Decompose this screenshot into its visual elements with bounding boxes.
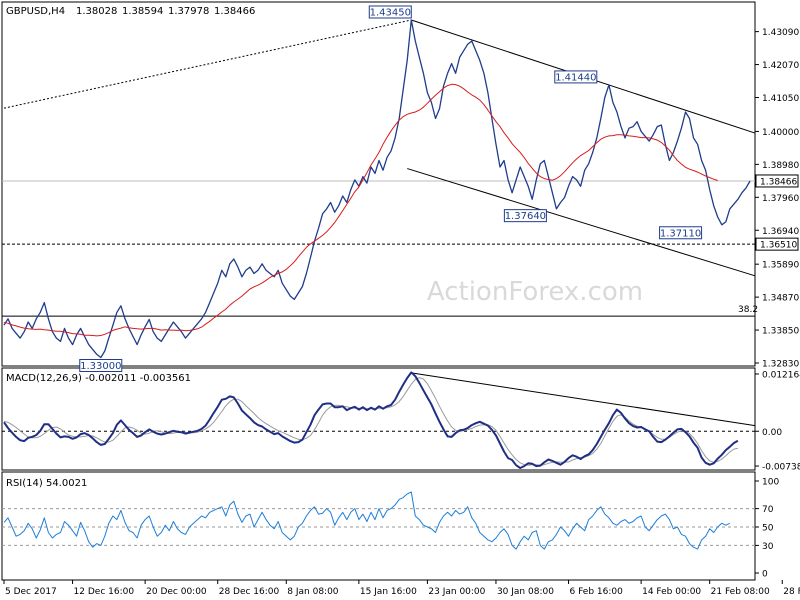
macd-panel	[1, 367, 756, 471]
ohlc-high: 1.38594	[122, 6, 163, 17]
rsi-panel-title: RSI(14) 54.0021	[6, 478, 87, 489]
x-axis-ticks: 5 Dec 2017 12 Dec 16:00 20 Dec 00:00 28 Dec…	[3, 580, 800, 597]
support-box	[755, 237, 799, 251]
fib-label: 38.2	[738, 305, 758, 315]
y-axis-ticks: 1.43090 1.42070 1.41050 1.40000 1.38980 1.379…	[755, 28, 800, 580]
series-lines	[3, 19, 751, 550]
y-tick-label: 1.41050	[762, 94, 799, 104]
price-callout: 1.37110	[659, 226, 703, 240]
price-callout-box	[659, 226, 703, 240]
y-tick-label: 0.00	[762, 428, 782, 438]
y-tick-label: 30	[762, 542, 774, 552]
macd-panel-title: MACD(12,26,9) -0.002011 -0.003561	[6, 373, 191, 384]
price-callout-box	[368, 5, 412, 19]
trend-lines	[3, 19, 756, 427]
moving-average-line	[3, 83, 718, 337]
y-tick-label: 1.38980	[762, 161, 799, 171]
y-tick-label: 1.36940	[762, 227, 799, 237]
y-tick-label: 1.34870	[762, 294, 799, 304]
price-callout-label: 1.41440	[555, 72, 596, 83]
x-tick-label: 6 Feb 16:00	[570, 587, 624, 597]
x-tick-label: 14 Feb 00:00	[642, 587, 701, 597]
price-callout-label: 1.33000	[80, 361, 121, 372]
price-callout: 1.37640	[503, 209, 547, 223]
y-tick-label: 1.35890	[762, 261, 799, 271]
rsi-panel	[1, 471, 756, 581]
x-tick-label: 15 Jan 16:00	[360, 587, 417, 597]
x-tick-label: 28 Feb 16:00	[783, 587, 800, 597]
channel-lower-line	[407, 168, 756, 277]
x-tick-label: 21 Feb 08:00	[711, 587, 770, 597]
y-tick-label: 0.012164	[762, 370, 800, 380]
price-callout: 1.43450	[368, 5, 412, 19]
y-tick-label: 1.37960	[762, 194, 799, 204]
price-callout-label: 1.37110	[660, 228, 701, 239]
price-callout-box	[79, 359, 123, 373]
ohlc-open: 1.38028	[76, 6, 117, 17]
x-tick-label: 30 Jan 08:00	[497, 587, 554, 597]
price-panel-title: GBPUSD,H4	[6, 6, 65, 17]
y-tick-label: 1.42070	[762, 61, 799, 71]
reference-lines	[2, 180, 755, 546]
price-callout-box	[554, 70, 598, 84]
y-tick-label: 0	[762, 570, 768, 580]
y-tick-label: 70	[762, 505, 774, 515]
price-line	[3, 19, 751, 359]
y-tick-label: -0.007384	[762, 463, 800, 473]
ohlc-close: 1.38466	[214, 6, 255, 17]
macd-line	[3, 371, 739, 469]
y-tick-label: 1.40000	[762, 128, 799, 138]
y-tick-label: 1.43090	[762, 28, 799, 38]
price-callout-label: 1.37640	[505, 211, 546, 222]
current-price-box	[755, 174, 799, 188]
price-callout-box	[503, 209, 547, 223]
long-term-trendline	[3, 19, 412, 109]
price-callout-label: 1.43450	[370, 8, 411, 19]
x-tick-label: 23 Jan 00:00	[428, 587, 485, 597]
price-callout: 1.41440	[554, 70, 598, 84]
x-tick-label: 8 Jan 08:00	[287, 587, 339, 597]
y-tick-label: 50	[762, 524, 774, 534]
x-tick-label: 12 Dec 16:00	[74, 587, 135, 597]
y-tick-label: 1.32830	[762, 360, 799, 370]
rsi-line	[3, 491, 731, 550]
support-label: 1.36510	[760, 241, 797, 251]
y-tick-label: 100	[762, 478, 779, 488]
current-price-label: 1.38466	[760, 177, 797, 187]
macd-trendline	[411, 372, 756, 427]
x-tick-label: 20 Dec 00:00	[146, 587, 207, 597]
x-tick-label: 28 Dec 16:00	[219, 587, 280, 597]
y-tick-label: 1.33850	[762, 327, 799, 337]
x-tick-label: 5 Dec 2017	[5, 587, 57, 597]
ohlc-low: 1.37978	[168, 6, 209, 17]
price-panel	[1, 1, 756, 367]
watermark: ActionForex.com	[427, 277, 643, 307]
price-callouts: 1.43450 1.41440 1.37640 1.37110 1.33000	[79, 5, 703, 373]
price-callout: 1.33000	[79, 359, 123, 373]
